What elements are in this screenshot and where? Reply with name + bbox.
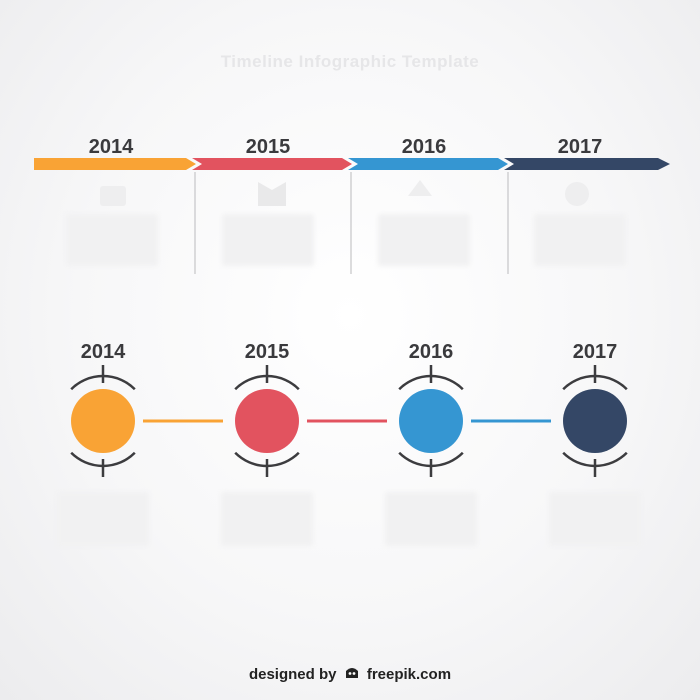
- node-2015-circle: [235, 389, 299, 453]
- placeholder-text-top-1: [66, 214, 158, 266]
- placeholder-text-bottom-4: [549, 492, 641, 546]
- bottom-year-2016: 2016: [408, 341, 454, 363]
- placeholder-text-bottom-2: [221, 492, 313, 546]
- faint-icon-2: [258, 182, 286, 206]
- faint-icon-1: [100, 186, 126, 206]
- node-2014-circle: [71, 389, 135, 453]
- faint-icon-4: [565, 182, 589, 206]
- top-arrow-segment-2016: [348, 158, 508, 170]
- placeholder-text-top-2: [222, 214, 314, 266]
- top-arrow-segment-2014: [34, 158, 196, 170]
- freepik-logo-icon: [344, 665, 360, 681]
- node-2015: [234, 365, 300, 477]
- node-2016: [398, 365, 464, 477]
- top-year-2014: 2014: [88, 136, 134, 158]
- bottom-year-2014: 2014: [80, 341, 126, 363]
- placeholder-text-bottom-3: [385, 492, 477, 546]
- node-2016-circle: [399, 389, 463, 453]
- node-2017: [562, 365, 628, 477]
- top-arrow-segment-2015: [192, 158, 352, 170]
- node-2017-circle: [563, 389, 627, 453]
- top-year-2015: 2015: [245, 136, 291, 158]
- node-2014: [70, 365, 136, 477]
- bottom-year-2017: 2017: [572, 341, 618, 363]
- placeholder-text-top-4: [534, 214, 626, 266]
- credit-line: designed by freepik.com: [0, 665, 700, 683]
- placeholder-text-top-3: [378, 214, 470, 266]
- bottom-year-2015: 2015: [244, 341, 290, 363]
- credit-prefix: designed by: [248, 666, 337, 683]
- faint-icon-3: [408, 180, 432, 196]
- page-title: Timeline Infographic Template: [220, 52, 480, 71]
- top-arrow-segment-2017: [504, 158, 670, 170]
- top-year-2017: 2017: [557, 136, 603, 158]
- credit-brand[interactable]: freepik.com: [366, 666, 452, 683]
- placeholder-text-bottom-1: [57, 492, 149, 546]
- top-year-2016: 2016: [401, 136, 447, 158]
